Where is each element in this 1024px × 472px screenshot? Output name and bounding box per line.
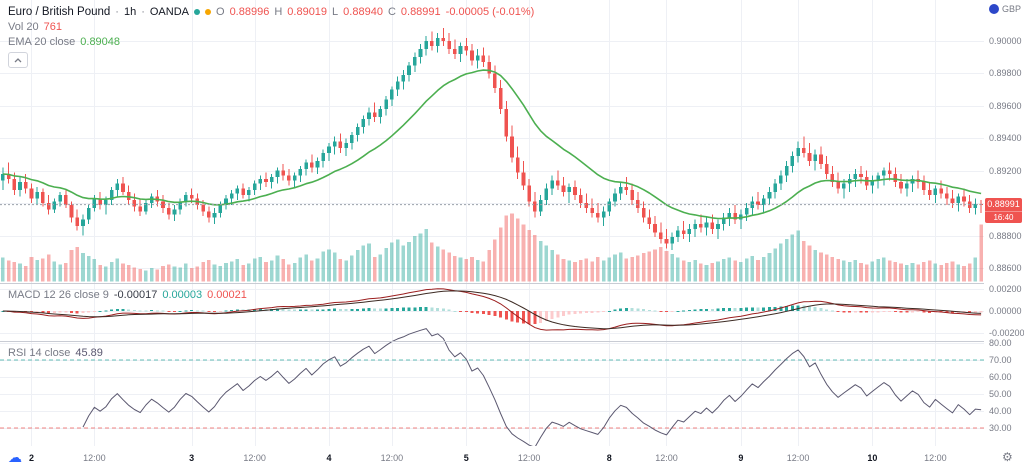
price-axis-label: 0.88800	[989, 230, 1022, 241]
rsi-axis-label: 40.00	[989, 406, 1012, 416]
macd-legend-row: MACD 12 26 close 9 -0.00017 0.00003 0.00…	[8, 287, 247, 302]
legend-collapse-button[interactable]	[8, 52, 28, 68]
currency-code: GBP	[1001, 4, 1021, 14]
macd-axis-label: -0.00200	[989, 328, 1024, 338]
price-axis-label: 0.89600	[989, 100, 1022, 111]
volume-legend-row: Vol 20 761	[8, 19, 534, 34]
ema-legend-row: EMA 20 close 0.89048	[8, 34, 534, 49]
change-value: -0.00005 (-0.01%)	[445, 5, 535, 18]
rsi-axis-label: 70.00	[989, 355, 1012, 365]
chevron-up-icon	[14, 57, 22, 62]
time-axis-label: 3	[189, 453, 195, 463]
high-label: H	[274, 5, 283, 18]
close-value: 0.88991	[400, 5, 441, 18]
ema-value: 0.89048	[80, 35, 121, 48]
macd-hist-value: -0.00017	[113, 288, 158, 301]
session-dot-icon[interactable]	[205, 8, 211, 15]
volume-ma-label[interactable]: Vol 20	[8, 20, 39, 33]
last-price-badge: 0.88991 16:40	[985, 197, 1022, 223]
rsi-axis-label: 80.00	[989, 338, 1012, 348]
open-label: O	[216, 5, 225, 18]
symbol-title[interactable]: Euro / British Pound	[8, 5, 111, 18]
rsi-axis-label: 50.00	[989, 389, 1012, 399]
realtime-dot-icon[interactable]	[194, 8, 200, 15]
gear-icon[interactable]: ⚙	[1002, 450, 1013, 464]
currency-badge[interactable]: GBP	[988, 4, 1021, 14]
time-axis-label: 8	[606, 453, 612, 463]
time-axis-label: 12:00	[655, 453, 678, 463]
macd-label[interactable]: MACD 12 26 close 9	[8, 288, 109, 301]
exchange-label[interactable]: OANDA	[149, 5, 189, 18]
interval-label[interactable]: 1h	[123, 5, 137, 18]
macd-signal-value: 0.00021	[207, 288, 247, 301]
rsi-label[interactable]: RSI 14 close	[8, 346, 71, 359]
macd-line-value: 0.00003	[162, 288, 203, 301]
rsi-axis-label: 60.00	[989, 372, 1012, 382]
price-axis-label: 0.90000	[989, 36, 1022, 46]
time-axis-label: 12:00	[786, 453, 810, 463]
time-axis-label: 12:00	[517, 453, 541, 463]
separator-dot: ·	[115, 5, 119, 18]
symbol-legend-row: Euro / British Pound · 1h · OANDA O 0.889…	[8, 4, 534, 19]
time-axis-label: 5	[463, 453, 469, 463]
time-axis-label: 12:00	[924, 453, 947, 463]
low-label: L	[332, 5, 339, 18]
time-axis-label: 12:00	[380, 453, 404, 463]
price-axis-label: 0.89200	[989, 165, 1022, 176]
price-axis-label: 0.89800	[989, 68, 1022, 79]
separator-dot-2: ·	[141, 5, 145, 18]
rsi-legend-row: RSI 14 close 45.89	[8, 345, 103, 360]
close-label: C	[387, 5, 396, 18]
price-axis[interactable]: 0.900000.898000.896000.894000.892000.890…	[984, 0, 1024, 446]
price-axis-label: 0.88600	[989, 263, 1022, 273]
time-axis-label: 12:00	[243, 453, 266, 463]
macd-axis-label: 0.00000	[989, 306, 1022, 316]
time-axis-label: 9	[738, 453, 744, 463]
time-axis-label: 4	[326, 453, 332, 463]
time-axis-label: 12:00	[83, 453, 106, 463]
cloud-sync-icon[interactable]: ☁	[8, 449, 22, 465]
price-axis-label: 0.89400	[989, 133, 1022, 144]
low-value: 0.88940	[343, 5, 383, 18]
last-price-value: 0.88991	[987, 198, 1020, 209]
high-value: 0.89019	[287, 5, 328, 18]
time-axis[interactable]: 2 12:00 3 12:00 4 12:00 5 12:00 8 12:00 9 12:00 10 12…	[0, 446, 1024, 472]
rsi-axis-label: 30.00	[989, 423, 1012, 433]
gbp-flag-icon	[988, 4, 999, 14]
ema-label[interactable]: EMA 20 close	[8, 35, 76, 48]
rsi-value: 45.89	[75, 346, 103, 359]
main-legend: Euro / British Pound · 1h · OANDA O 0.889…	[8, 4, 534, 68]
open-value: 0.88996	[229, 5, 270, 18]
time-axis-label: 2	[28, 453, 34, 463]
volume-ma-value: 761	[43, 20, 62, 33]
macd-axis-label: 0.00200	[989, 284, 1022, 294]
bar-countdown: 16:40	[985, 210, 1022, 223]
time-axis-label: 10	[867, 453, 878, 463]
